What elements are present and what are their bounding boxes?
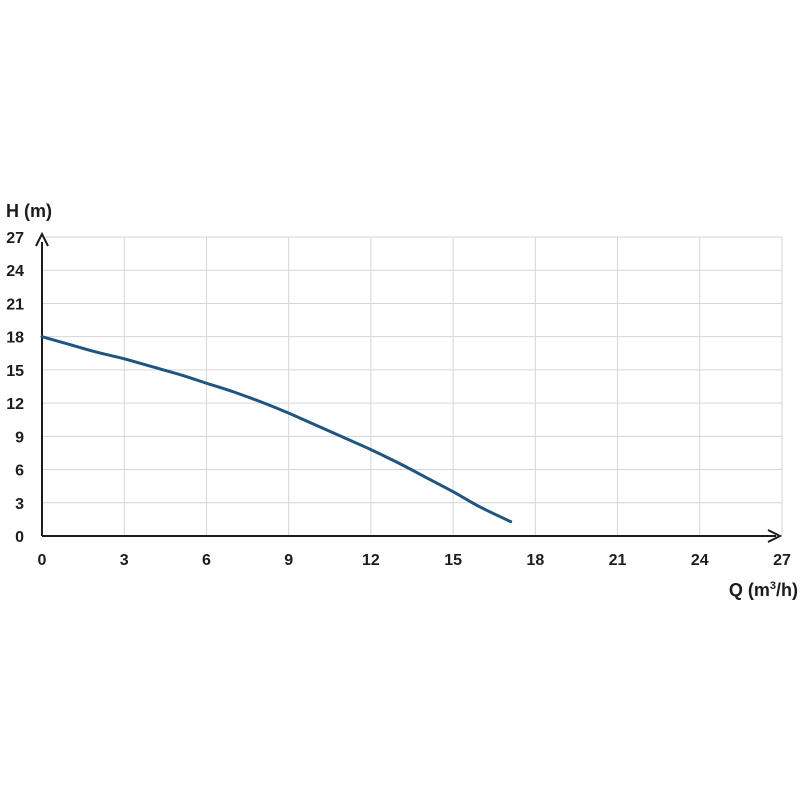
x-axis-arrow-icon — [767, 529, 783, 543]
y-tick-label: 27 — [6, 230, 24, 247]
series-line-head-flow-curve — [40, 335, 513, 524]
y-axis-arrow-icon — [35, 231, 49, 247]
y-axis-title: H (m) — [6, 201, 52, 221]
x-tick-label: 15 — [444, 552, 462, 569]
x-tick-label: 24 — [691, 552, 709, 569]
x-tick-label: 9 — [284, 552, 293, 569]
x-axis-title: Q (m3/h) — [729, 580, 798, 600]
y-tick-label: 0 — [15, 529, 24, 546]
x-tick-label: 12 — [362, 552, 380, 569]
grid-lines — [42, 236, 783, 536]
x-tick-label: 27 — [773, 552, 791, 569]
x-tick-label: 0 — [38, 552, 47, 569]
y-tick-label: 3 — [15, 496, 24, 513]
x-tick-label: 3 — [120, 552, 129, 569]
y-tick-label: 6 — [15, 463, 24, 480]
x-tick-label: 21 — [609, 552, 627, 569]
y-tick-label: 15 — [6, 363, 24, 380]
axes — [35, 231, 783, 543]
y-tick-label: 12 — [6, 396, 24, 413]
y-tick-label: 21 — [6, 296, 24, 313]
x-tick-label: 6 — [202, 552, 211, 569]
y-tick-label: 24 — [6, 263, 24, 280]
tick-labels: 0 3 6 9 12 15 18 21 24 27 0 3 6 9 12 15 18 21 24 27 — [6, 230, 791, 569]
y-tick-label: 9 — [15, 429, 24, 446]
y-tick-label: 18 — [6, 330, 24, 347]
x-tick-label: 18 — [526, 552, 544, 569]
